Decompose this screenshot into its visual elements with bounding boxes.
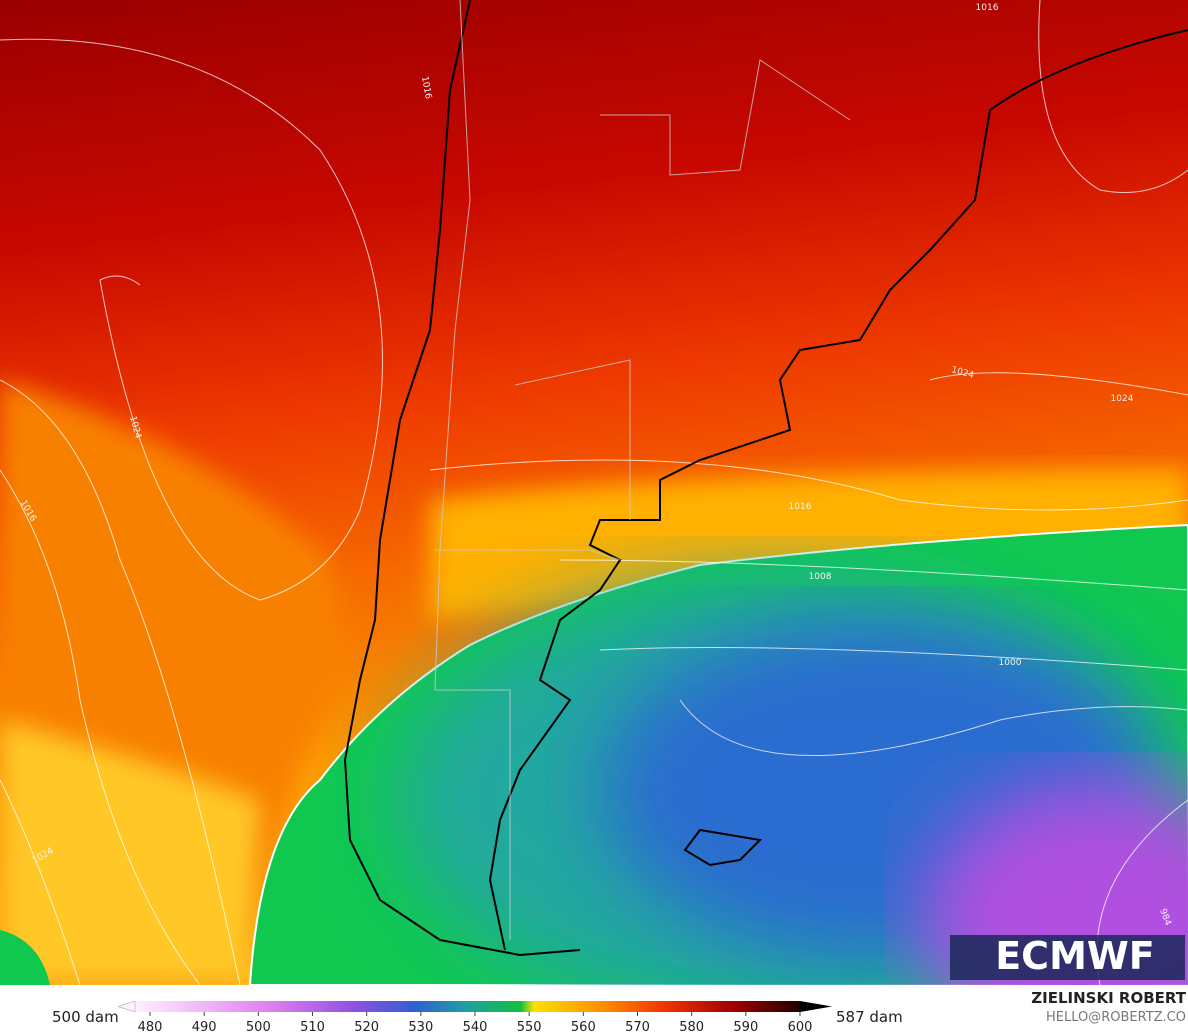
legend-left-label: 500 dam: [52, 1008, 119, 1026]
isobar-label: 1016: [976, 3, 999, 13]
colorbar-tick-label: 520: [354, 1020, 379, 1035]
colorbar-arrow-high: [800, 1001, 832, 1012]
colorbar-tick-label: 590: [733, 1020, 758, 1035]
isobar-label: 1008: [809, 572, 832, 582]
colorbar-tick-label: 480: [138, 1020, 163, 1035]
colorbar-tick-label: 580: [679, 1020, 704, 1035]
colorbar-tick-label: 600: [788, 1020, 813, 1035]
colorbar-tick-label: 540: [463, 1020, 488, 1035]
legend-right-label: 587 dam: [836, 1008, 903, 1026]
colorbar-tick-label: 550: [517, 1020, 542, 1035]
colorbar-tick-label: 560: [571, 1020, 596, 1035]
logo-box: [950, 935, 1185, 980]
logo: ECMWF: [995, 934, 1155, 978]
colorbar-ticks: 480 490 500 510 520 530 540 550 560 570 580 590 600: [138, 1012, 813, 1035]
isobar-label: 1024: [1111, 394, 1134, 404]
colorbar-arrow-low: [117, 1000, 136, 1013]
colorbar: [135, 1001, 800, 1012]
isobar-label: 1016: [419, 76, 433, 101]
credit-author: ZIELINSKI ROBERT: [1031, 989, 1186, 1007]
isobar-label: 1000: [999, 658, 1022, 668]
colorbar-tick-label: 490: [192, 1020, 217, 1035]
coastline: [343, 0, 1188, 957]
colorbar-tick-label: 570: [625, 1020, 650, 1035]
colorbar-tick-label: 500: [246, 1020, 271, 1035]
credit-contact: HELLO@ROBERTZ.CO: [1046, 1010, 1186, 1025]
colorbar-tick-label: 530: [408, 1020, 433, 1035]
isobar-label: 1016: [789, 502, 812, 512]
borders: [434, 0, 851, 940]
colorbar-tick-label: 510: [300, 1020, 325, 1035]
isobars: [0, 0, 1188, 985]
